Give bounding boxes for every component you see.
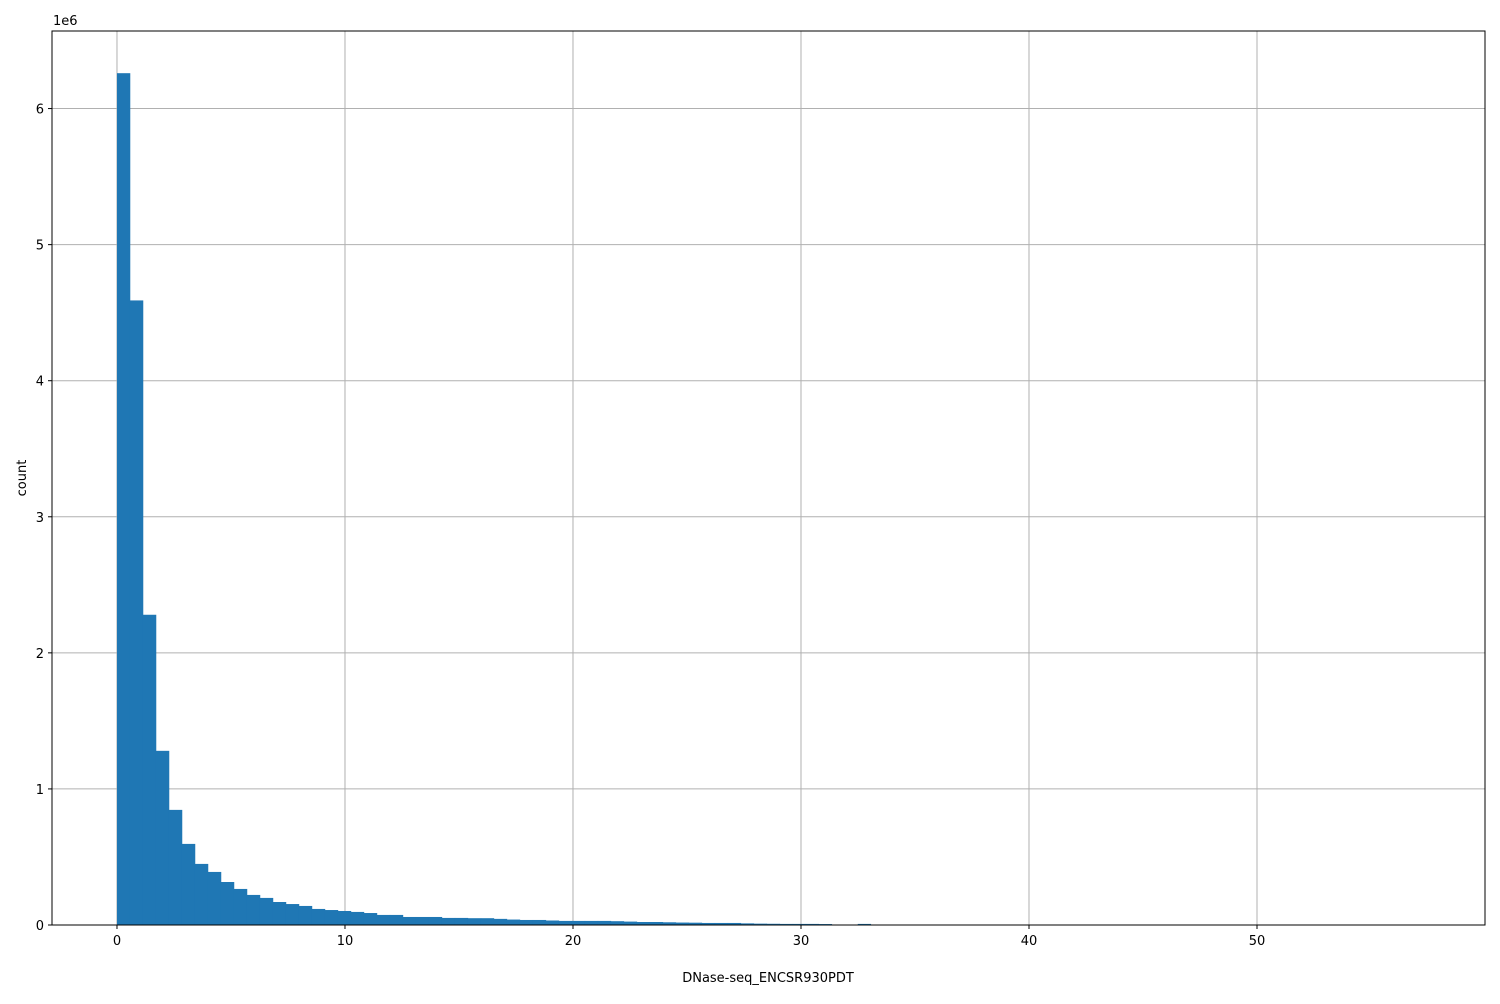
histogram-bar xyxy=(571,920,586,925)
bars xyxy=(116,73,872,926)
x-tick-label: 40 xyxy=(1021,934,1038,949)
grid xyxy=(52,31,1485,926)
y-tick-label: 2 xyxy=(36,647,44,662)
histogram-bar xyxy=(662,922,677,925)
histogram-bar xyxy=(246,894,261,925)
histogram-bar xyxy=(350,911,365,925)
histogram-bar xyxy=(376,914,391,925)
ticks: 0 10 20 30 40 50 0 1 2 3 4 5 6 xyxy=(36,103,1266,949)
histogram-bar xyxy=(415,916,430,925)
histogram-bar xyxy=(636,922,651,925)
y-axis-label: count xyxy=(15,460,30,497)
histogram-bar xyxy=(285,904,300,925)
histogram-bar xyxy=(428,916,443,925)
histogram-bar xyxy=(493,918,508,925)
histogram-bar xyxy=(558,920,573,925)
histogram-bar xyxy=(324,910,339,925)
y-tick-label: 6 xyxy=(36,103,44,118)
x-tick-label: 20 xyxy=(565,934,582,949)
histogram-bar xyxy=(233,888,248,925)
x-tick-label: 0 xyxy=(113,934,121,949)
histogram-bar xyxy=(714,922,729,925)
histogram-bar xyxy=(506,919,521,925)
histogram-bar xyxy=(142,614,157,925)
x-axis-label: DNase-seq_ENCSR930PDT xyxy=(682,971,854,986)
histogram-bar xyxy=(467,918,482,925)
y-tick-label: 1 xyxy=(36,783,44,798)
histogram-bar xyxy=(311,908,326,925)
histogram-bar xyxy=(649,922,664,925)
histogram-bar xyxy=(766,923,781,925)
histogram-bar xyxy=(298,905,313,925)
histogram-bar xyxy=(441,917,456,925)
x-tick-label: 30 xyxy=(793,934,810,949)
histogram-bar xyxy=(402,916,417,925)
x-tick-label: 10 xyxy=(337,934,354,949)
histogram-bar xyxy=(194,863,209,925)
histogram-bar xyxy=(363,913,378,925)
histogram-bar xyxy=(272,902,287,925)
histogram-bar xyxy=(207,871,222,925)
histogram-bar xyxy=(753,923,768,925)
histogram-bar xyxy=(454,917,469,925)
histogram-bar xyxy=(337,910,352,925)
histogram-bar xyxy=(168,809,183,925)
histogram-bar xyxy=(116,73,131,926)
histogram-bar xyxy=(779,923,794,925)
histogram-bar xyxy=(610,921,625,925)
histogram-bar xyxy=(623,921,638,925)
y-tick-label: 5 xyxy=(36,239,44,254)
histogram-bar xyxy=(805,923,820,925)
histogram-bar xyxy=(792,923,807,925)
histogram-bar xyxy=(688,922,703,925)
histogram-bar xyxy=(740,923,755,925)
histogram-bar xyxy=(727,922,742,925)
y-tick-label: 4 xyxy=(36,375,44,390)
histogram-bar xyxy=(545,920,560,925)
y-offset-label: 1e6 xyxy=(53,14,78,29)
histogram-bar xyxy=(220,882,235,925)
histogram-bar xyxy=(259,897,274,925)
plot-frame xyxy=(51,30,1486,926)
histogram-bar xyxy=(597,920,612,925)
y-tick-label: 0 xyxy=(36,919,44,934)
histogram-bar xyxy=(584,920,599,925)
histogram-bar xyxy=(155,750,170,925)
histogram-bar xyxy=(181,843,196,925)
histogram-bar xyxy=(129,300,144,925)
histogram-bar xyxy=(480,918,495,925)
histogram-bar xyxy=(389,914,404,925)
y-tick-label: 3 xyxy=(36,511,44,526)
x-tick-label: 50 xyxy=(1249,934,1266,949)
histogram-bar xyxy=(701,922,716,925)
histogram-bar xyxy=(532,919,547,925)
histogram-bar xyxy=(675,922,690,925)
histogram-bar xyxy=(519,919,534,925)
histogram-bar xyxy=(857,923,872,925)
